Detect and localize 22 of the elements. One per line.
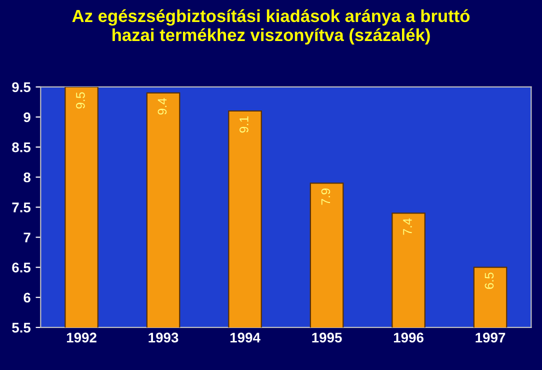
y-tick-label: 9 [24,112,30,122]
y-tick-label: 7.5 [12,202,31,212]
data-label: 9.4 [158,98,167,115]
y-tick-label: 6.5 [12,262,31,272]
y-tick-label: 6 [24,292,30,303]
y-tick-label: 7 [24,232,30,242]
x-tick-label: 1997 [476,332,506,343]
x-tick-label: 1996 [394,332,424,343]
x-tick-label: 1995 [312,332,342,343]
y-tick-label: 8 [24,172,30,182]
data-label: 6.5 [484,272,494,289]
x-tick-label: 1992 [66,332,96,343]
data-label: 9.5 [76,92,85,109]
y-tick-label: 5.5 [12,322,31,333]
x-tick-label: 1994 [230,332,260,343]
y-tick-label: 9.5 [12,82,31,92]
y-tick-label: 8.5 [12,142,31,152]
data-label: 7.9 [321,188,330,205]
chart-title: Az egészségbiztosítási kiadások aránya a bruttó hazai termékhez viszonyítva (százalék) [72,9,470,45]
data-label: 9.1 [240,116,248,133]
x-tick-label: 1993 [148,332,178,343]
data-label: 7.4 [403,218,412,235]
